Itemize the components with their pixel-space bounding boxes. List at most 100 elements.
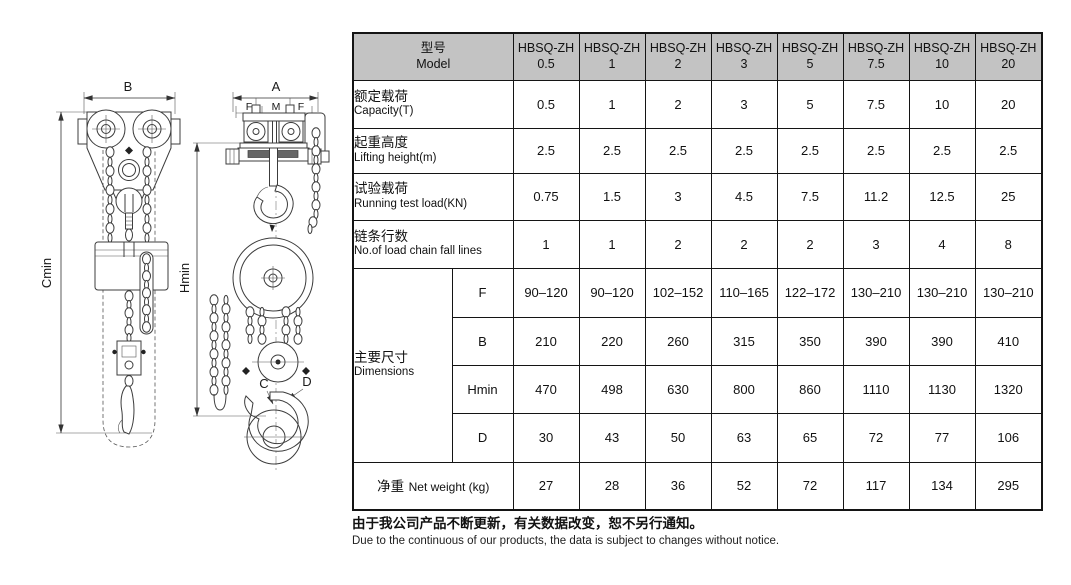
spec-cell: 0.75 — [512, 172, 580, 221]
spec-cell: 295 — [974, 461, 1043, 511]
spec-cell: 2.5 — [974, 127, 1043, 174]
model-header-cn: 型号 — [420, 41, 446, 56]
table-row: B 210 220 260 315 350 390 390 410 — [353, 316, 1043, 366]
dimension-key: F — [451, 267, 514, 318]
spec-cell: 90–120 — [578, 267, 646, 318]
dim-label-d: D — [302, 374, 311, 389]
spec-cell: 630 — [644, 364, 712, 414]
table-row: 链条行数 No.of load chain fall lines 1 1 2 2… — [352, 219, 1043, 269]
slack-chain-loop — [209, 294, 231, 411]
column-header: HBSQ-ZH 1 — [578, 32, 646, 81]
spec-cell: 2.5 — [710, 127, 778, 174]
series-name: HBSQ-ZH — [980, 41, 1037, 56]
spec-cell: 260 — [644, 316, 712, 366]
series-name: HBSQ-ZH — [583, 41, 641, 56]
row-label-cn: 试验载荷 — [354, 181, 408, 197]
row-label-en: Net weight (kg) — [408, 480, 490, 495]
series-name: HBSQ-ZH — [913, 41, 971, 56]
spec-cell: 102–152 — [644, 267, 712, 318]
row-label-cn: 链条行数 — [354, 228, 408, 244]
series-name: HBSQ-ZH — [715, 41, 773, 56]
model-header-en: Model — [416, 56, 451, 71]
column-header: HBSQ-ZH 10 — [908, 32, 976, 81]
table-row: D 30 43 50 63 65 72 77 106 — [353, 412, 1043, 463]
spec-cell: 77 — [908, 412, 976, 463]
spec-cell: 350 — [776, 316, 844, 366]
spec-cell: 36 — [644, 461, 712, 511]
row-label-cn: 净重 — [377, 479, 405, 495]
model-size: 7.5 — [867, 56, 885, 71]
spec-cell: 498 — [578, 364, 646, 414]
spec-cell: 4 — [908, 219, 976, 269]
table-row: Hmin 470 498 630 800 860 1110 1130 1320 — [353, 364, 1043, 414]
model-size: 20 — [1001, 56, 1016, 71]
spec-cell: 8 — [974, 219, 1043, 269]
spec-cell: 2 — [710, 219, 778, 269]
row-label-test-load: 试验载荷 Running test load(KN) — [352, 172, 514, 221]
row-label-cn: 主要尺寸 — [354, 349, 408, 365]
table-row: 试验载荷 Running test load(KN) 0.75 1.5 3 4.… — [352, 172, 1043, 221]
spec-cell: 4.5 — [710, 172, 778, 221]
row-label-capacity: 额定载荷 Capacity(T) — [352, 79, 514, 129]
row-label-cn: 额定载荷 — [354, 88, 408, 104]
series-name: HBSQ-ZH — [517, 41, 575, 56]
spec-cell: 1 — [512, 219, 580, 269]
bottom-hook-front — [120, 385, 135, 435]
spec-cell: 3 — [842, 219, 910, 269]
dim-label-f-left: F — [246, 101, 252, 113]
spec-cell: 30 — [512, 412, 580, 463]
trolley-wheel-left — [86, 109, 126, 149]
disclaimer-cn: 由于我公司产品不断更新，有关数据改变，恕不另行通知。 — [352, 516, 703, 531]
row-label-dimensions: 主要尺寸 Dimensions — [352, 267, 453, 463]
top-hook — [253, 184, 294, 224]
model-size: 5 — [806, 56, 814, 71]
side-view-drawing: A F M F Hmin — [177, 79, 330, 470]
dimension-key: D — [451, 412, 514, 463]
spec-cell: 106 — [974, 412, 1043, 463]
row-label-en: Capacity(T) — [354, 105, 414, 118]
spec-cell: 27 — [512, 461, 580, 511]
spec-cell: 65 — [776, 412, 844, 463]
spec-cell: 43 — [578, 412, 646, 463]
spec-cell: 63 — [710, 412, 778, 463]
spec-cell: 5 — [776, 79, 844, 129]
column-header: HBSQ-ZH 3 — [710, 32, 778, 81]
row-label-net-weight: 净重 Net weight (kg) — [352, 461, 514, 511]
row-label-en: Running test load(KN) — [354, 197, 468, 210]
spec-cell: 210 — [512, 316, 580, 366]
spec-cell: 0.5 — [512, 79, 580, 129]
spec-cell: 1 — [578, 79, 646, 129]
spec-cell: 470 — [512, 364, 580, 414]
dim-label-b: B — [124, 79, 133, 94]
spec-cell: 800 — [710, 364, 778, 414]
spec-cell: 134 — [908, 461, 976, 511]
table-row: 净重 Net weight (kg) 27 28 36 52 72 117 13… — [352, 461, 1043, 511]
series-name: HBSQ-ZH — [649, 41, 707, 56]
spec-cell: 20 — [974, 79, 1043, 129]
row-label-lifting-height: 起重高度 Lifting height(m) — [352, 127, 514, 174]
spec-cell: 2.5 — [644, 127, 712, 174]
table-row: 额定载荷 Capacity(T) 0.5 1 2 3 5 7.5 10 20 — [352, 79, 1043, 129]
spec-cell: 1 — [578, 219, 646, 269]
header-row: 型号 Model HBSQ-ZH 0.5 HBSQ-ZH 1 HBSQ-ZH 2 HB… — [352, 32, 1043, 81]
model-size: 1 — [608, 56, 616, 71]
dim-label-m: M — [272, 101, 281, 113]
spec-cell: 122–172 — [776, 267, 844, 318]
spec-cell: 2.5 — [512, 127, 580, 174]
spec-cell: 12.5 — [908, 172, 976, 221]
row-label-chain-falls: 链条行数 No.of load chain fall lines — [352, 219, 514, 269]
row-label-en: Dimensions — [354, 366, 415, 379]
spec-cell: 2 — [644, 219, 712, 269]
spec-cell: 7.5 — [776, 172, 844, 221]
spec-cell: 50 — [644, 412, 712, 463]
column-header: HBSQ-ZH 2 — [644, 32, 712, 81]
disclaimer-en: Due to the continuous of our products, t… — [352, 535, 780, 547]
spec-cell: 2 — [776, 219, 844, 269]
table-row: 主要尺寸 Dimensions F 90–120 90–120 102–152 … — [352, 267, 1043, 463]
spec-cell: 1130 — [908, 364, 976, 414]
model-size: 2 — [674, 56, 682, 71]
disclaimer: 由于我公司产品不断更新，有关数据改变，恕不另行通知。 Due to the co… — [352, 515, 779, 549]
dimension-key: Hmin — [451, 364, 514, 414]
spec-cell: 130–210 — [842, 267, 910, 318]
